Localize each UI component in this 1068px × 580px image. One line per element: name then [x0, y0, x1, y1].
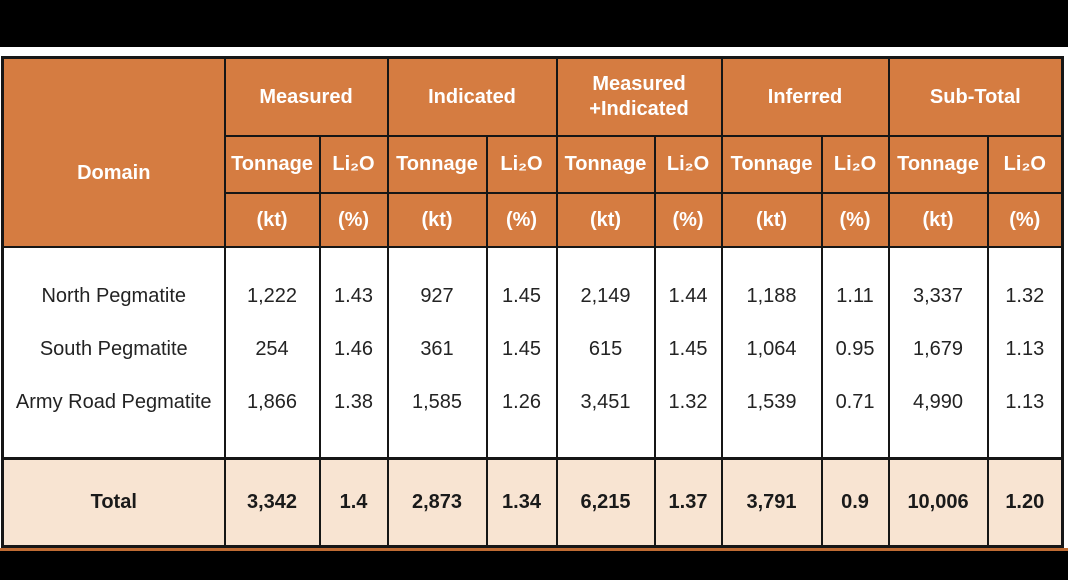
data-cell: 1,866 [223, 376, 321, 459]
subheader-li2o: Li₂O [653, 135, 723, 194]
total-cell: 3,791 [720, 457, 823, 548]
data-cell: 1.45 [485, 247, 558, 323]
total-label: Total [1, 457, 226, 548]
table-row: South Pegmatite 254 1.46 361 1.45 615 1.… [1, 323, 1064, 376]
data-cell: 1,188 [720, 247, 823, 323]
data-cell: 1.45 [485, 323, 558, 376]
data-cell: 1.44 [653, 247, 723, 323]
unit-kt: (kt) [555, 192, 656, 248]
table-row: Army Road Pegmatite 1,866 1.38 1,585 1.2… [1, 376, 1064, 459]
data-cell: 1.43 [318, 247, 389, 323]
unit-kt: (kt) [386, 192, 488, 248]
data-cell: 1,539 [720, 376, 823, 459]
unit-kt: (kt) [223, 192, 321, 248]
data-cell: 1.26 [485, 376, 558, 459]
subheader-li2o: Li₂O [986, 135, 1064, 194]
unit-pct: (%) [318, 192, 389, 248]
data-cell: 927 [386, 247, 488, 323]
unit-kt: (kt) [887, 192, 989, 248]
subheader-tonnage: Tonnage [720, 135, 823, 194]
header-sub-row: Tonnage Li₂O Tonnage Li₂O Tonnage Li₂O T… [3, 135, 1064, 194]
data-cell: 615 [555, 323, 656, 376]
data-cell: 1.32 [986, 247, 1064, 323]
total-cell: 1.4 [318, 457, 389, 548]
group-header-measured: Measured [223, 56, 389, 137]
total-cell: 1.20 [986, 457, 1064, 548]
total-cell: 0.9 [820, 457, 890, 548]
data-cell: 0.95 [820, 323, 890, 376]
data-cell: 1,222 [223, 247, 321, 323]
data-cell: 1.11 [820, 247, 890, 323]
domain-cell: North Pegmatite [1, 247, 226, 323]
total-row: Total 3,342 1.4 2,873 1.34 6,215 1.37 3,… [1, 457, 1064, 548]
total-cell: 6,215 [555, 457, 656, 548]
domain-header: Domain [1, 56, 226, 248]
group-header-indicated: Indicated [386, 56, 558, 137]
unit-pct: (%) [820, 192, 890, 248]
page: Domain Measured Indicated Measured +Indi… [0, 47, 1068, 551]
data-cell: 1,585 [386, 376, 488, 459]
total-cell: 1.34 [485, 457, 558, 548]
data-cell: 1.13 [986, 376, 1064, 459]
unit-pct: (%) [485, 192, 558, 248]
domain-cell: South Pegmatite [1, 323, 226, 376]
subheader-li2o: Li₂O [820, 135, 890, 194]
table-row: North Pegmatite 1,222 1.43 927 1.45 2,14… [1, 247, 1064, 323]
data-cell: 1.32 [653, 376, 723, 459]
data-cell: 2,149 [555, 247, 656, 323]
domain-cell: Army Road Pegmatite [1, 376, 226, 459]
subheader-tonnage: Tonnage [223, 135, 321, 194]
unit-pct: (%) [986, 192, 1064, 248]
header-unit-row: (kt) (%) (kt) (%) (kt) (%) (kt) (%) (kt)… [3, 192, 1064, 248]
subheader-li2o: Li₂O [485, 135, 558, 194]
total-cell: 3,342 [223, 457, 321, 548]
data-cell: 1.13 [986, 323, 1064, 376]
unit-kt: (kt) [720, 192, 823, 248]
subheader-tonnage: Tonnage [386, 135, 488, 194]
data-cell: 254 [223, 323, 321, 376]
data-cell: 1.46 [318, 323, 389, 376]
subheader-tonnage: Tonnage [887, 135, 989, 194]
data-cell: 3,451 [555, 376, 656, 459]
group-header-inferred: Inferred [720, 56, 890, 137]
data-cell: 1.38 [318, 376, 389, 459]
data-cell: 1,679 [887, 323, 989, 376]
total-cell: 10,006 [887, 457, 989, 548]
data-cell: 361 [386, 323, 488, 376]
data-cell: 1.45 [653, 323, 723, 376]
header-group-row: Domain Measured Indicated Measured +Indi… [1, 56, 1064, 248]
subheader-tonnage: Tonnage [555, 135, 656, 194]
unit-pct: (%) [653, 192, 723, 248]
group-header-subtotal: Sub-Total [887, 56, 1064, 137]
data-cell: 1,064 [720, 323, 823, 376]
data-cell: 3,337 [887, 247, 989, 323]
group-header-measured-indicated: Measured +Indicated [555, 56, 723, 137]
mineral-resource-table: Domain Measured Indicated Measured +Indi… [1, 56, 1065, 548]
total-cell: 2,873 [386, 457, 488, 548]
data-cell: 0.71 [820, 376, 890, 459]
data-cell: 4,990 [887, 376, 989, 459]
total-cell: 1.37 [653, 457, 723, 548]
subheader-li2o: Li₂O [318, 135, 389, 194]
